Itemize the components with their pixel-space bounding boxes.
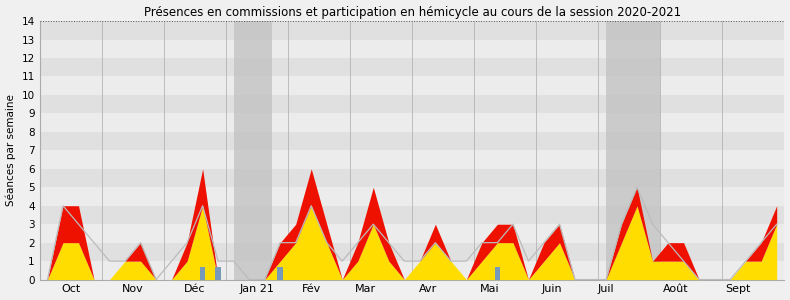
Bar — [40, 95, 784, 113]
Bar — [40, 132, 784, 150]
Bar — [234, 21, 273, 280]
Bar — [40, 169, 784, 187]
Bar — [40, 58, 784, 76]
Bar — [40, 243, 784, 261]
Bar — [40, 21, 784, 40]
Bar — [606, 21, 660, 280]
Bar — [40, 76, 784, 95]
Bar — [216, 267, 221, 280]
Bar — [40, 206, 784, 224]
Bar — [40, 113, 784, 132]
Bar — [40, 261, 784, 280]
Bar — [200, 267, 205, 280]
Bar — [40, 187, 784, 206]
Bar — [277, 267, 283, 280]
Bar — [40, 40, 784, 58]
Bar — [40, 224, 784, 243]
Bar — [495, 267, 500, 280]
Y-axis label: Séances par semaine: Séances par semaine — [6, 94, 16, 206]
Bar — [40, 150, 784, 169]
Title: Présences en commissions et participation en hémicycle au cours de la session 20: Présences en commissions et participatio… — [144, 6, 681, 19]
